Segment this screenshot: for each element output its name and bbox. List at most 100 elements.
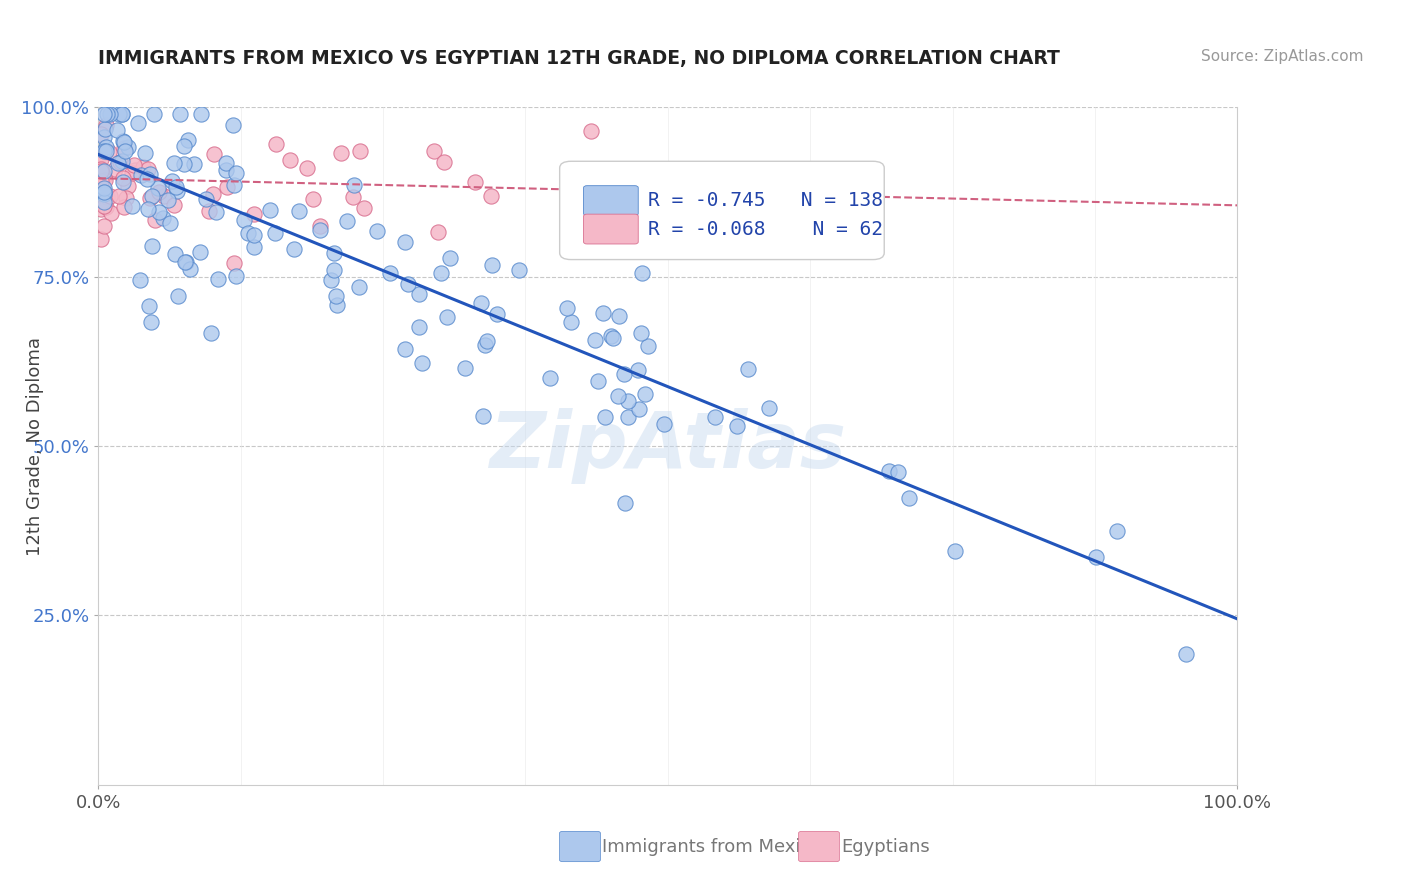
Point bbox=[114, 145, 136, 159]
Point bbox=[607, 309, 630, 323]
Point bbox=[394, 342, 416, 356]
Point bbox=[114, 191, 136, 205]
Point bbox=[225, 166, 247, 180]
Point bbox=[454, 361, 477, 376]
Point bbox=[243, 207, 266, 221]
Point bbox=[433, 155, 456, 169]
Point bbox=[259, 202, 281, 217]
Point bbox=[122, 158, 145, 172]
Point bbox=[173, 157, 195, 171]
Point bbox=[173, 255, 195, 269]
Point bbox=[430, 267, 453, 281]
Point bbox=[138, 299, 160, 313]
Point bbox=[347, 280, 370, 294]
Point bbox=[408, 286, 430, 301]
Point bbox=[232, 212, 254, 227]
Point bbox=[90, 161, 112, 176]
Text: 12th Grade, No Diploma: 12th Grade, No Diploma bbox=[27, 336, 44, 556]
Point bbox=[613, 367, 636, 381]
Point bbox=[508, 263, 530, 277]
Point bbox=[112, 200, 135, 214]
Point bbox=[308, 223, 330, 237]
Point bbox=[201, 187, 224, 202]
Point bbox=[560, 315, 582, 329]
Point bbox=[758, 401, 780, 415]
Point bbox=[188, 245, 211, 260]
Point bbox=[583, 334, 606, 348]
Point bbox=[104, 161, 127, 176]
Point bbox=[138, 191, 160, 205]
Point bbox=[90, 164, 112, 178]
Point bbox=[200, 326, 222, 340]
Point bbox=[464, 175, 486, 189]
Point bbox=[887, 465, 910, 479]
Point bbox=[177, 133, 200, 147]
Point bbox=[353, 201, 375, 215]
Point bbox=[94, 200, 117, 214]
Point bbox=[634, 386, 657, 401]
Point bbox=[108, 154, 131, 169]
Point bbox=[627, 363, 650, 377]
Point bbox=[278, 153, 301, 167]
Point bbox=[90, 147, 112, 161]
Point bbox=[96, 107, 118, 121]
Point bbox=[607, 389, 630, 403]
Point bbox=[93, 199, 115, 213]
Point bbox=[475, 334, 498, 349]
Point bbox=[323, 262, 346, 277]
Point bbox=[366, 224, 388, 238]
Point bbox=[326, 298, 349, 312]
Point bbox=[93, 219, 115, 234]
Point bbox=[117, 140, 139, 154]
Text: Source: ZipAtlas.com: Source: ZipAtlas.com bbox=[1201, 49, 1364, 64]
Point bbox=[877, 464, 900, 478]
Point bbox=[93, 107, 115, 121]
Point bbox=[93, 129, 115, 144]
Point bbox=[319, 273, 342, 287]
Point bbox=[439, 251, 461, 265]
Point bbox=[207, 272, 229, 286]
Point bbox=[112, 135, 135, 149]
Point bbox=[96, 119, 118, 133]
Point bbox=[217, 180, 239, 194]
Point bbox=[111, 153, 134, 168]
Point bbox=[602, 331, 624, 345]
Point bbox=[163, 198, 186, 212]
Point bbox=[93, 169, 115, 184]
Point bbox=[173, 139, 195, 153]
Point bbox=[148, 185, 170, 199]
Point bbox=[107, 156, 129, 170]
Point bbox=[112, 170, 135, 185]
Point bbox=[112, 175, 135, 189]
Point bbox=[93, 185, 115, 199]
Point bbox=[628, 402, 651, 417]
Text: ZipAtlas: ZipAtlas bbox=[489, 408, 846, 484]
Point bbox=[129, 168, 152, 182]
Point bbox=[222, 256, 245, 270]
Point bbox=[481, 258, 503, 272]
Point bbox=[470, 296, 492, 310]
Point bbox=[1084, 549, 1107, 564]
Point bbox=[90, 232, 112, 246]
Point bbox=[90, 152, 112, 166]
Point bbox=[704, 169, 727, 183]
FancyBboxPatch shape bbox=[583, 214, 638, 244]
Point bbox=[157, 193, 180, 207]
Point bbox=[98, 107, 121, 121]
Point bbox=[380, 266, 402, 280]
Point bbox=[411, 355, 433, 369]
Point bbox=[600, 329, 623, 343]
Point bbox=[174, 255, 197, 269]
Point bbox=[725, 419, 748, 434]
Text: Immigrants from Mexico: Immigrants from Mexico bbox=[602, 838, 821, 855]
Point bbox=[225, 269, 247, 284]
Point bbox=[224, 178, 246, 192]
Point bbox=[236, 227, 259, 241]
Point bbox=[90, 162, 112, 177]
Point bbox=[593, 409, 616, 424]
Point bbox=[141, 189, 163, 203]
Point bbox=[143, 213, 166, 227]
Point bbox=[112, 141, 135, 155]
Point bbox=[637, 339, 659, 353]
Point bbox=[93, 181, 115, 195]
